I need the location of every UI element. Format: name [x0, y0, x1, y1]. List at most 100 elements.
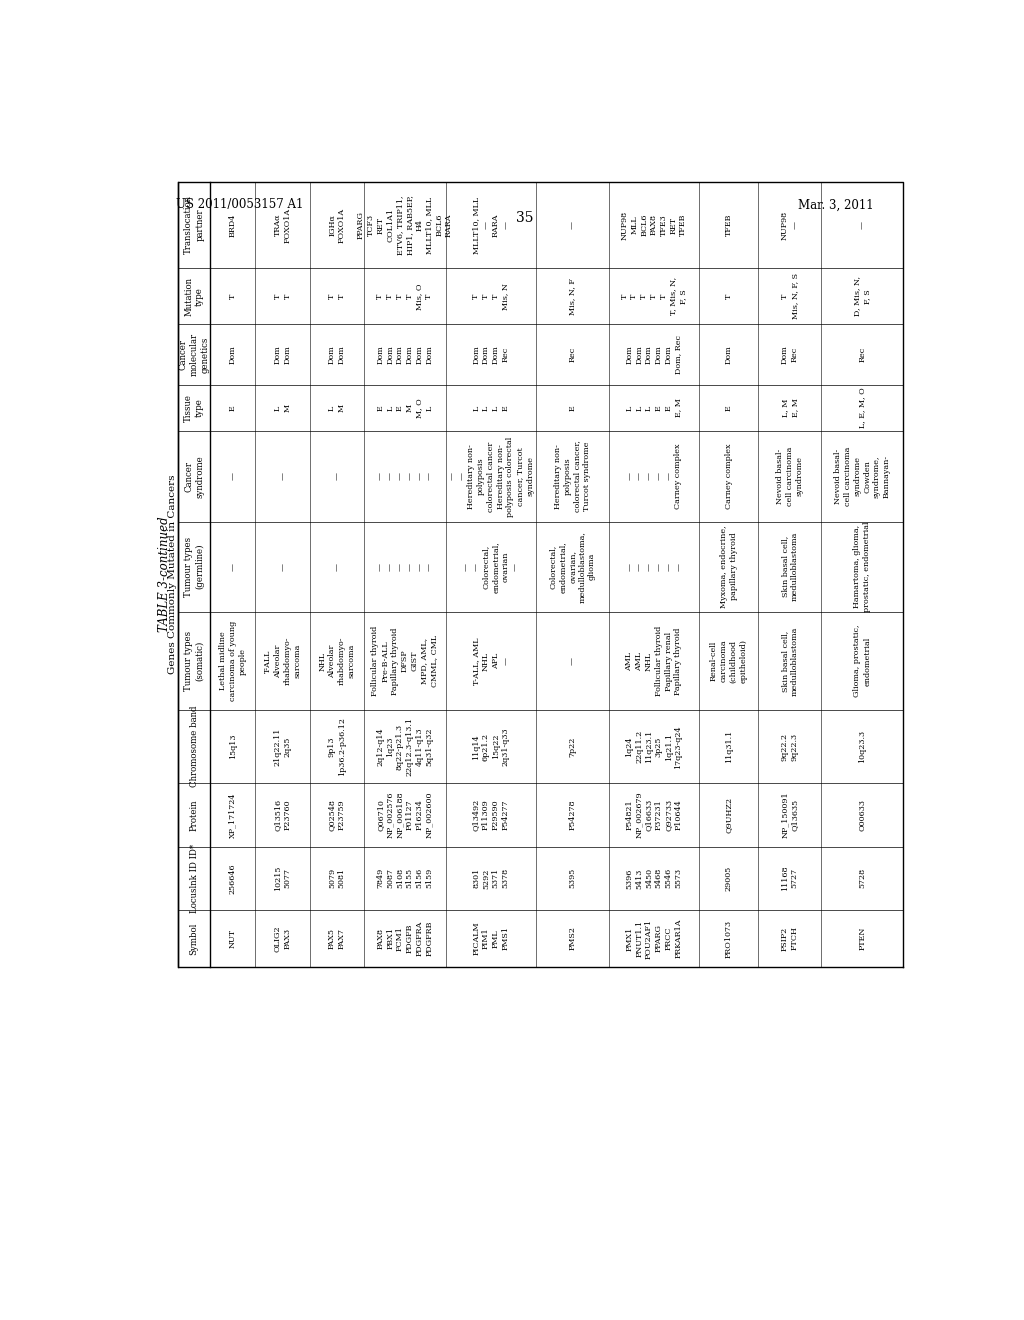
- Text: Tumour types
(germline): Tumour types (germline): [184, 537, 205, 597]
- Text: L
L
L
E
E
E, M: L L L E E E, M: [626, 399, 682, 417]
- Text: Skin basal cell,
medulloblastoma: Skin basal cell, medulloblastoma: [781, 532, 799, 602]
- Text: Rec: Rec: [858, 347, 866, 362]
- Text: NHL
Alveolar
rhabdomyo-
sarcoma: NHL Alveolar rhabdomyo- sarcoma: [318, 636, 355, 685]
- Text: Q9UHZ2: Q9UHZ2: [725, 797, 732, 833]
- Text: Mutation
type: Mutation type: [184, 277, 204, 315]
- Text: Dom
Dom: Dom Dom: [328, 345, 346, 364]
- Text: T
T
T
T
T
T, Mis, N,
F, S: T T T T T T, Mis, N, F, S: [621, 277, 687, 315]
- Text: PAX5
PAX7: PAX5 PAX7: [328, 928, 346, 949]
- Text: Lethal midline
carcinoma of young
people: Lethal midline carcinoma of young people: [219, 620, 247, 701]
- Text: L, M
E, M: L, M E, M: [781, 399, 799, 417]
- Text: 35: 35: [516, 211, 534, 224]
- Text: Follicular thyroid
Pre-B-ALL
Papillary thyroid
DFSP
GIST
MPD, AML,
CMML, CML: Follicular thyroid Pre-B-ALL Papillary t…: [372, 626, 438, 696]
- Text: T-ALL, AML
NHL
APL
—: T-ALL, AML NHL APL —: [472, 638, 510, 685]
- Text: 2q12-q14
1q23
8q22-p21.3
22q12.3-q13.1
4q11-q13
5q31-q32: 2q12-q14 1q23 8q22-p21.3 22q12.3-q13.1 4…: [377, 717, 433, 776]
- Text: —: —: [228, 473, 237, 480]
- Text: Q06710
NP_002576
NP_006188
P01127
P16234
NP_002600: Q06710 NP_002576 NP_006188 P01127 P16234…: [377, 792, 433, 838]
- Text: NUP98
MLL
BCL6
PAX8
TFE3
RET
TFEB: NUP98 MLL BCL6 PAX8 TFE3 RET TFEB: [621, 210, 687, 239]
- Text: Genes Commonly Mutated in Cancers: Genes Commonly Mutated in Cancers: [169, 474, 177, 675]
- Text: E: E: [568, 405, 577, 411]
- Text: Q13516
P23760: Q13516 P23760: [273, 799, 292, 830]
- Text: —
—
—
—
—
Carney complex: — — — — — Carney complex: [626, 444, 682, 510]
- Text: —: —: [333, 473, 341, 480]
- Text: Translocation
partner: Translocation partner: [184, 195, 204, 255]
- Text: IGHα
FOXO1A: IGHα FOXO1A: [328, 207, 346, 243]
- Text: —: —: [568, 657, 577, 665]
- Text: Renal-cell
carcinoma
(childhood
epitheloid): Renal-cell carcinoma (childhood epithelo…: [710, 639, 748, 682]
- Text: 21q22.11
2q35: 21q22.11 2q35: [273, 727, 292, 766]
- Text: 5395: 5395: [568, 869, 577, 888]
- Text: 5396
5413
5450
5468
5546
5573: 5396 5413 5450 5468 5546 5573: [626, 869, 682, 888]
- Text: E: E: [725, 405, 732, 411]
- Text: L
M: L M: [328, 404, 346, 412]
- Text: —
—
—
—
—
—: — — — — — —: [377, 562, 433, 570]
- Text: PMS2: PMS2: [568, 927, 577, 950]
- Text: —: —: [228, 562, 237, 570]
- Text: Locuslnk ID ID*: Locuslnk ID ID*: [189, 843, 199, 913]
- Text: Chromosome band: Chromosome band: [189, 706, 199, 788]
- Text: P54278: P54278: [568, 800, 577, 830]
- Text: Dom: Dom: [228, 345, 237, 364]
- Text: 29005: 29005: [725, 866, 732, 891]
- Text: Cancer
syndrome: Cancer syndrome: [184, 455, 204, 498]
- Text: 5728: 5728: [858, 869, 866, 888]
- Text: Tissue
type: Tissue type: [184, 393, 204, 422]
- Text: TFEB: TFEB: [725, 214, 732, 236]
- Text: Skin basal cell,
medulloblastoma: Skin basal cell, medulloblastoma: [781, 627, 799, 696]
- Text: BRD4: BRD4: [228, 214, 237, 236]
- Text: US 2011/0053157 A1: US 2011/0053157 A1: [176, 198, 303, 211]
- Text: PPARG
TCF3
RET
COL1A1
ETV6, TRIP11,
HIP1, RAB5EP,
H4
MLLT10, MLL
BCL6
RARA: PPARG TCF3 RET COL1A1 ETV6, TRIP11, HIP1…: [356, 195, 453, 255]
- Text: PRO1073: PRO1073: [725, 920, 732, 957]
- Text: PAX8
PBX1
FCM1
PDGFB
PDGFRA
PDGFRB: PAX8 PBX1 FCM1 PDGFB PDGFRA PDGFRB: [377, 921, 433, 956]
- Text: NUP98
—: NUP98 —: [781, 210, 799, 239]
- Text: Dom
Dom
Dom
Rec: Dom Dom Dom Rec: [472, 345, 510, 364]
- Text: Dom
Rec: Dom Rec: [781, 345, 799, 364]
- Text: 10215
5077: 10215 5077: [273, 866, 292, 891]
- Text: Q02548
P23759: Q02548 P23759: [328, 799, 346, 830]
- Text: —: —: [333, 562, 341, 570]
- Text: L
L
L
E: L L L E: [472, 405, 510, 411]
- Text: Mis, N, F: Mis, N, F: [568, 279, 577, 315]
- Text: O00633: O00633: [858, 799, 866, 830]
- Text: PSIP2
FTCH: PSIP2 FTCH: [781, 927, 799, 950]
- Text: T: T: [725, 293, 732, 300]
- Text: 8301
5292
5371
5378: 8301 5292 5371 5378: [472, 869, 510, 888]
- Text: —: —: [279, 562, 287, 570]
- Text: Nevoid basal-
cell carcinoma
syndrome
Cowden
syndrome,
Bannayan-: Nevoid basal- cell carcinoma syndrome Co…: [834, 446, 891, 506]
- Text: XP_171724: XP_171724: [228, 792, 237, 838]
- Text: —
—
Hereditary non-
polyposis
colorectal cancer
Hereditary non-
polyposis colore: — — Hereditary non- polyposis colorectal…: [447, 437, 535, 516]
- Text: AML
AML
NHL
Follicular thyroid
Papillary renal
Papillary thyroid: AML AML NHL Follicular thyroid Papillary…: [626, 626, 682, 696]
- Text: NP_150091
Q13635: NP_150091 Q13635: [781, 792, 799, 838]
- Text: PICALM
PIM1
PML
PMS1: PICALM PIM1 PML PMS1: [472, 921, 510, 956]
- Text: 5079
5081: 5079 5081: [328, 869, 346, 888]
- Text: 11q14
6p21.2
15q22
2q31-q33: 11q14 6p21.2 15q22 2q31-q33: [472, 727, 510, 766]
- Text: P54821
NP_002679
Q16633
P37231
Q92733
P10644: P54821 NP_002679 Q16633 P37231 Q92733 P1…: [626, 792, 682, 838]
- Text: —: —: [858, 220, 866, 228]
- Text: 9p13
1p36.2-p36.12: 9p13 1p36.2-p36.12: [328, 717, 346, 776]
- Text: Carney complex: Carney complex: [725, 444, 732, 510]
- Text: Dom
Dom
Dom
Dom
Dom
Dom: Dom Dom Dom Dom Dom Dom: [377, 345, 433, 364]
- Text: Cancer
molecular
genetics: Cancer molecular genetics: [178, 333, 210, 376]
- Text: 11168
5727: 11168 5727: [781, 866, 799, 891]
- Text: Dom
Dom
Dom
Dom
Dom
Dom, Rec: Dom Dom Dom Dom Dom Dom, Rec: [626, 335, 682, 374]
- Text: Nevoid basal-
cell carcinoma
syndrome: Nevoid basal- cell carcinoma syndrome: [776, 446, 804, 506]
- Text: TRAα
FOXO1A: TRAα FOXO1A: [273, 207, 292, 243]
- Text: 7p22: 7p22: [568, 737, 577, 756]
- Text: Hamartoma, glioma,
prostatic, endometrial: Hamartoma, glioma, prostatic, endometria…: [853, 521, 871, 612]
- Text: —: —: [568, 220, 577, 228]
- Text: D, Mis, N,
F, S: D, Mis, N, F, S: [853, 276, 871, 317]
- Text: 10q23.3: 10q23.3: [858, 730, 866, 763]
- Text: 7849
5087
5108
5155
5156
5159: 7849 5087 5108 5155 5156 5159: [377, 869, 433, 888]
- Text: Rec: Rec: [568, 347, 577, 362]
- Text: Hereditary non-
polyposis
colorectal cancer,
Turcot syndrome: Hereditary non- polyposis colorectal can…: [554, 441, 591, 512]
- Text: 256646: 256646: [228, 863, 237, 894]
- Text: —
—
Colorectal,
endometrial,
ovarian
—: — — Colorectal, endometrial, ovarian —: [463, 541, 519, 593]
- Text: Symbol: Symbol: [189, 923, 199, 954]
- Text: MLLT10, MLL
—
RARA
—: MLLT10, MLL — RARA —: [472, 197, 510, 253]
- Text: Protein: Protein: [189, 799, 199, 830]
- Text: PMX1
PNUT1.1
POU2AF1
PPARG
PRCC
PRKAR1A: PMX1 PNUT1.1 POU2AF1 PPARG PRCC PRKAR1A: [626, 919, 682, 958]
- Text: T-ALL
Alveolar
rhabdomyo-
sarcoma: T-ALL Alveolar rhabdomyo- sarcoma: [264, 636, 301, 685]
- Text: Q13492
P11309
P29590
P54277: Q13492 P11309 P29590 P54277: [472, 799, 510, 832]
- Text: T
T
T
T
Mis, O
T: T T T T Mis, O T: [377, 282, 433, 310]
- Text: 1q24
22q11.2
11q23.1
3p25
1q21.1
17q23-q24: 1q24 22q11.2 11q23.1 3p25 1q21.1 17q23-q…: [626, 725, 682, 768]
